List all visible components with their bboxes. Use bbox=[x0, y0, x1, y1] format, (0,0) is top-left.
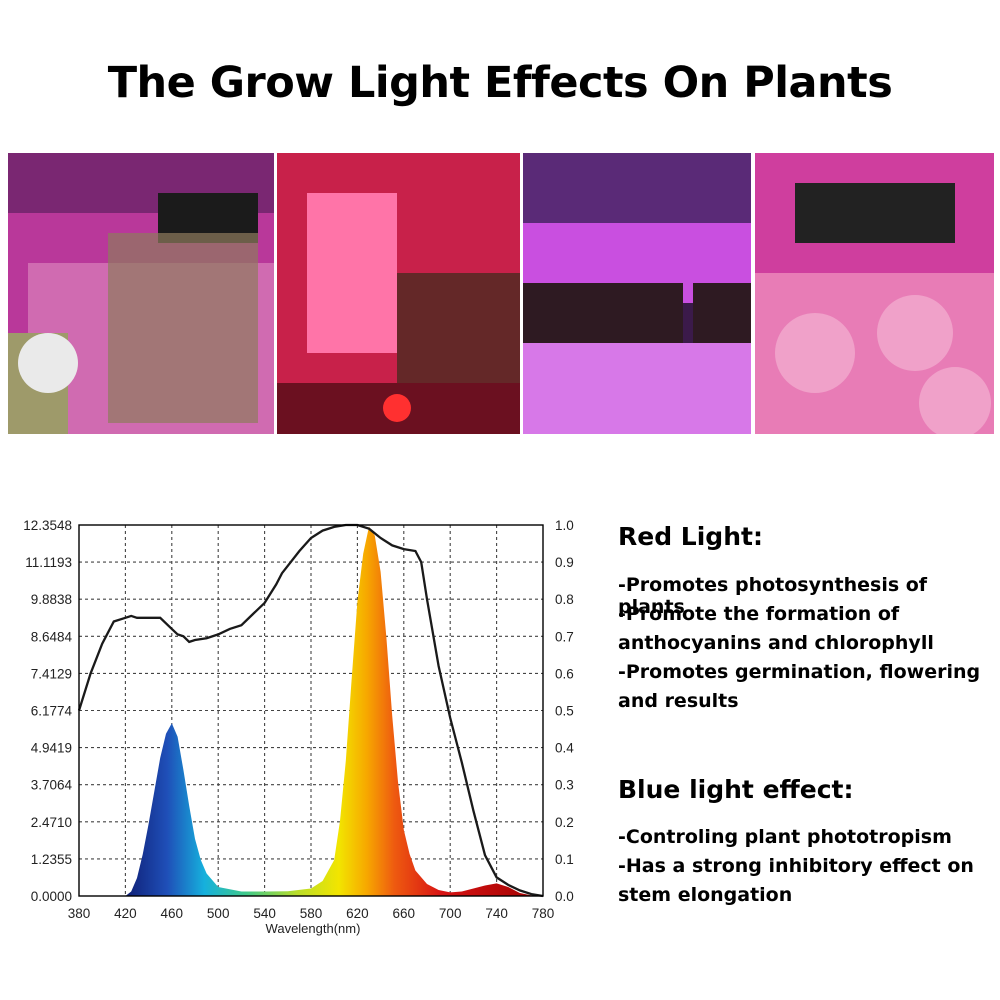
chart-grid bbox=[79, 525, 543, 896]
x-tick-label: 580 bbox=[300, 906, 323, 921]
y-right-tick-label: 0.0 bbox=[555, 889, 574, 904]
plot-frame bbox=[78, 524, 544, 897]
y-right-tick-label: 0.5 bbox=[555, 704, 574, 719]
red-light-line-5: and results bbox=[618, 690, 739, 712]
x-tick-label: 780 bbox=[532, 906, 555, 921]
relative-response-line bbox=[77, 523, 544, 898]
y-left-tick-label: 4.9419 bbox=[31, 741, 72, 756]
x-tick-label: 500 bbox=[207, 906, 230, 921]
left-axis: 0.0000 1.2355 2.4710 3.7064 4.9419 6.1774 7.41… bbox=[23, 518, 72, 904]
grow-room-photo-1 bbox=[8, 153, 274, 434]
y-left-tick-label: 1.2355 bbox=[31, 852, 72, 867]
blue-light-line-1: -Controling plant phototropism bbox=[618, 826, 952, 848]
x-axis-label: Wavelength(nm) bbox=[266, 921, 361, 936]
grow-room-photo-3 bbox=[523, 153, 751, 434]
y-left-tick-label: 11.1193 bbox=[25, 555, 72, 570]
x-tick-label: 420 bbox=[114, 906, 137, 921]
grow-room-photo-2 bbox=[277, 153, 520, 434]
y-left-tick-label: 12.3548 bbox=[23, 518, 72, 533]
blue-light-line-3: stem elongation bbox=[618, 884, 793, 906]
right-axis: 0.0 0.1 0.2 0.3 0.4 0.5 0.6 0.7 0.8 0.9 1.0 bbox=[555, 518, 574, 904]
blue-light-line-2: -Has a strong inhibitory effect on bbox=[618, 855, 974, 877]
y-right-tick-label: 0.3 bbox=[555, 778, 574, 793]
grow-room-photo-4 bbox=[755, 153, 994, 434]
blue-light-heading: Blue light effect: bbox=[618, 775, 854, 804]
page-title: The Grow Light Effects On Plants bbox=[107, 58, 893, 108]
y-left-tick-label: 7.4129 bbox=[31, 666, 72, 681]
x-axis: 380 420 460 500 540 580 620 660 700 740 780 bbox=[68, 906, 555, 921]
y-left-tick-label: 9.8838 bbox=[31, 592, 72, 607]
red-light-line-4: -Promotes germination, flowering bbox=[618, 661, 981, 683]
y-right-tick-label: 0.7 bbox=[555, 629, 574, 644]
y-left-tick-label: 3.7064 bbox=[31, 778, 73, 793]
y-right-tick-label: 0.8 bbox=[555, 592, 574, 607]
x-tick-label: 460 bbox=[161, 906, 184, 921]
x-tick-label: 540 bbox=[253, 906, 276, 921]
red-light-line-1: -Promotes photosynthesis of plants bbox=[618, 574, 928, 618]
y-left-tick-label: 0.0000 bbox=[31, 889, 72, 904]
y-right-tick-label: 0.9 bbox=[555, 555, 574, 570]
y-right-tick-label: 0.2 bbox=[555, 815, 574, 830]
x-tick-label: 620 bbox=[346, 906, 369, 921]
y-left-tick-label: 8.6484 bbox=[31, 629, 73, 644]
red-light-line-2: -Promote the formation of bbox=[618, 603, 900, 625]
x-tick-label: 380 bbox=[68, 906, 91, 921]
x-tick-label: 660 bbox=[393, 906, 416, 921]
spectrum-chart: 0.0000 1.2355 2.4710 3.7064 4.9419 6.1774 7.41… bbox=[23, 518, 574, 936]
y-right-tick-label: 0.1 bbox=[555, 852, 574, 867]
y-left-tick-label: 2.4710 bbox=[31, 815, 72, 830]
y-left-tick-label: 6.1774 bbox=[31, 704, 73, 719]
x-tick-label: 700 bbox=[439, 906, 462, 921]
red-light-line-3: anthocyanins and chlorophyll bbox=[618, 632, 934, 654]
y-right-tick-label: 1.0 bbox=[555, 518, 574, 533]
y-right-tick-label: 0.6 bbox=[555, 666, 574, 681]
y-right-tick-label: 0.4 bbox=[555, 741, 574, 756]
red-light-heading: Red Light: bbox=[618, 522, 763, 551]
x-tick-label: 740 bbox=[485, 906, 508, 921]
